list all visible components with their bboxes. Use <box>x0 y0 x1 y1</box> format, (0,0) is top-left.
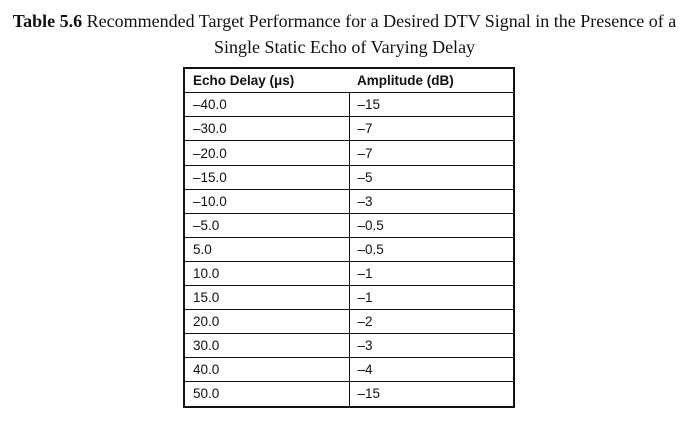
table-row: –30.0 –7 <box>184 116 514 142</box>
echo-delay-value: 10.0 <box>184 261 349 287</box>
echo-delay-value: 20.0 <box>184 309 349 335</box>
table-row: 20.0 –2 <box>184 309 514 335</box>
echo-delay-value: 50.0 <box>193 386 220 402</box>
echo-delay-value: –30.0 <box>184 116 349 142</box>
amplitude-value: –0.5 <box>348 237 514 262</box>
echo-delay-value: 5.0 <box>184 237 349 262</box>
column-header-amplitude: Amplitude (dB) <box>349 68 514 94</box>
echo-delay-value: –20.0 <box>184 140 349 166</box>
table-caption-text: Recommended Target Performance for a Des… <box>86 11 677 58</box>
table-caption: Table 5.6 Recommended Target Performance… <box>6 8 684 60</box>
amplitude-value: –3 <box>348 189 514 214</box>
table-caption-number: Table 5.6 <box>12 11 83 31</box>
table-row: –20.0 –7 <box>184 140 514 166</box>
amplitude-value: –15 <box>348 92 514 118</box>
table-row: –40.0 –15 <box>184 92 514 118</box>
table-row: 30.0 –3 <box>184 333 514 359</box>
echo-delay-value: –5.0 <box>184 213 349 238</box>
column-header-echo-delay: Echo Delay (μs) <box>184 68 349 94</box>
table-row: –10.0 –3 <box>184 189 514 214</box>
table-row: –5.0 –0.5 <box>184 213 514 238</box>
table-row: 15.0 –1 <box>184 285 514 311</box>
table-row: 5.0 –0.5 <box>184 237 514 262</box>
dtv-performance-table: Echo Delay (μs) Amplitude (dB) –40.0 –15… <box>183 67 515 408</box>
echo-delay-value: 40.0 <box>184 357 349 383</box>
echo-delay-value: 30.0 <box>184 333 349 359</box>
amplitude-value: –4 <box>348 357 514 383</box>
amplitude-value: –0.5 <box>348 213 514 238</box>
amplitude-value: –2 <box>348 309 514 335</box>
amplitude-value: –3 <box>348 333 514 359</box>
amplitude-value: –1 <box>348 285 514 311</box>
amplitude-value: –1 <box>348 261 514 287</box>
amplitude-value: –15 <box>348 381 514 407</box>
echo-delay-value: 15.0 <box>184 285 349 311</box>
amplitude-value: –5 <box>348 165 514 190</box>
table-header-row: Echo Delay (μs) Amplitude (dB) <box>184 68 514 94</box>
amplitude-value: –7 <box>348 140 514 166</box>
table-row: 10.0 –1 <box>184 261 514 287</box>
echo-delay-value: –40.0 <box>184 92 349 118</box>
table-row: –15.0 –5 <box>184 165 514 190</box>
echo-delay-value: –15.0 <box>184 165 349 190</box>
table-row: 50.0 –15 <box>184 381 514 407</box>
echo-delay-value: –10.0 <box>184 189 349 214</box>
table-row: 40.0 –4 <box>184 357 514 383</box>
amplitude-value: –7 <box>348 116 514 142</box>
